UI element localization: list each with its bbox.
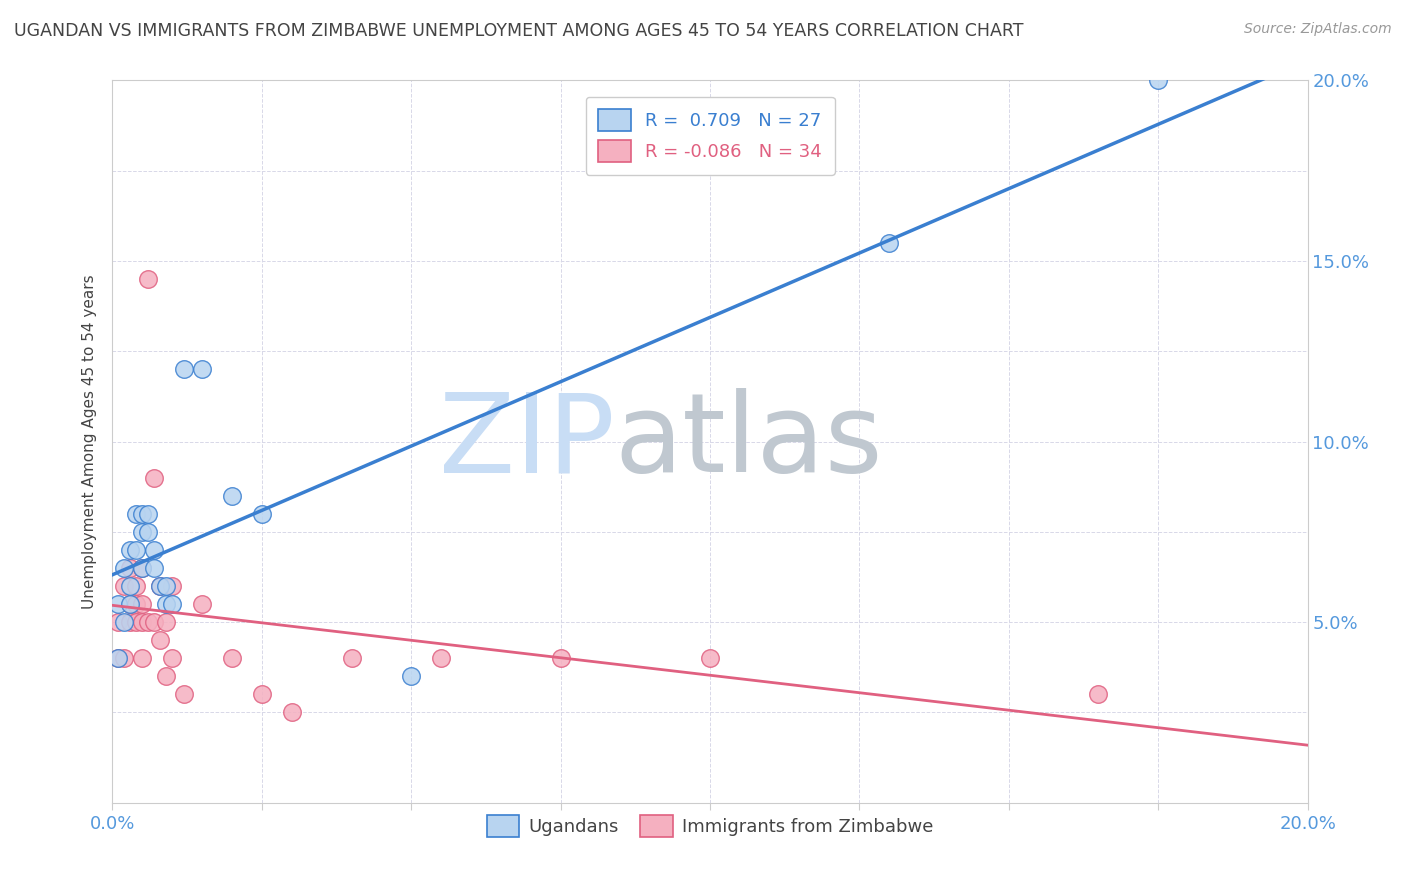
- Point: [155, 597, 177, 611]
- Y-axis label: Unemployment Among Ages 45 to 54 years: Unemployment Among Ages 45 to 54 years: [82, 274, 97, 609]
- Point: [131, 524, 153, 539]
- Point: [107, 597, 129, 611]
- Point: [281, 706, 304, 720]
- Point: [131, 597, 153, 611]
- Point: [120, 597, 142, 611]
- Point: [155, 669, 177, 683]
- Point: [125, 542, 148, 557]
- Point: [143, 542, 166, 557]
- Point: [120, 597, 142, 611]
- Point: [250, 687, 273, 701]
- Point: [125, 507, 148, 521]
- Point: [131, 651, 153, 665]
- Point: [191, 597, 214, 611]
- Point: [879, 235, 901, 250]
- Point: [149, 579, 172, 593]
- Point: [107, 651, 129, 665]
- Point: [114, 651, 135, 665]
- Point: [162, 651, 183, 665]
- Point: [401, 669, 423, 683]
- Point: [120, 542, 142, 557]
- Text: ZIP: ZIP: [439, 388, 614, 495]
- Text: Source: ZipAtlas.com: Source: ZipAtlas.com: [1244, 22, 1392, 37]
- Text: atlas: atlas: [614, 388, 883, 495]
- Point: [125, 579, 148, 593]
- Point: [138, 524, 160, 539]
- Point: [221, 651, 243, 665]
- Point: [699, 651, 721, 665]
- Point: [131, 561, 153, 575]
- Point: [162, 579, 183, 593]
- Point: [138, 507, 160, 521]
- Point: [138, 272, 160, 286]
- Point: [107, 651, 129, 665]
- Point: [138, 615, 160, 630]
- Point: [1087, 687, 1109, 701]
- Point: [131, 507, 153, 521]
- Point: [173, 687, 195, 701]
- Point: [125, 615, 148, 630]
- Legend: Ugandans, Immigrants from Zimbabwe: Ugandans, Immigrants from Zimbabwe: [479, 808, 941, 845]
- Point: [250, 507, 273, 521]
- Point: [114, 561, 135, 575]
- Point: [221, 489, 243, 503]
- Point: [143, 615, 166, 630]
- Point: [173, 362, 195, 376]
- Point: [131, 615, 153, 630]
- Point: [155, 579, 177, 593]
- Text: UGANDAN VS IMMIGRANTS FROM ZIMBABWE UNEMPLOYMENT AMONG AGES 45 TO 54 YEARS CORRE: UGANDAN VS IMMIGRANTS FROM ZIMBABWE UNEM…: [14, 22, 1024, 40]
- Point: [430, 651, 453, 665]
- Point: [191, 362, 214, 376]
- Point: [162, 597, 183, 611]
- Point: [125, 597, 148, 611]
- Point: [120, 615, 142, 630]
- Point: [550, 651, 572, 665]
- Point: [143, 471, 166, 485]
- Point: [149, 633, 172, 648]
- Point: [114, 579, 135, 593]
- Point: [340, 651, 363, 665]
- Point: [143, 561, 166, 575]
- Point: [107, 615, 129, 630]
- Point: [149, 579, 172, 593]
- Point: [1147, 73, 1170, 87]
- Point: [120, 561, 142, 575]
- Point: [120, 579, 142, 593]
- Point: [114, 615, 135, 630]
- Point: [155, 615, 177, 630]
- Point: [131, 561, 153, 575]
